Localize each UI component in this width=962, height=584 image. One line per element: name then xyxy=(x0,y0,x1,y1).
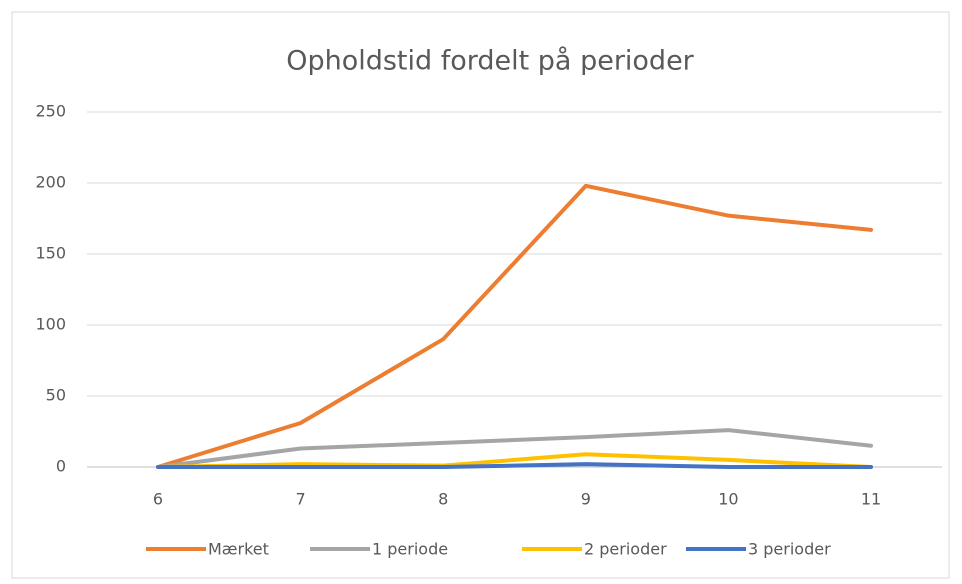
y-tick-label: 150 xyxy=(35,244,66,263)
legend-label: 2 perioder xyxy=(584,540,667,559)
chart-title: Opholdstid fordelt på perioder xyxy=(286,46,694,77)
series-line xyxy=(156,428,873,469)
legend-label: 1 periode xyxy=(372,540,448,559)
legend-label: 3 perioder xyxy=(748,540,831,559)
chart-frame xyxy=(11,11,950,579)
x-tick-label: 6 xyxy=(153,490,163,509)
y-tick-label: 200 xyxy=(35,173,66,192)
series-line xyxy=(156,183,873,469)
x-tick-label: 10 xyxy=(718,490,738,509)
y-tick-label: 250 xyxy=(35,102,66,121)
x-tick-label: 9 xyxy=(581,490,591,509)
y-tick-label: 50 xyxy=(46,386,66,405)
x-tick-label: 11 xyxy=(861,490,881,509)
x-tick-label: 8 xyxy=(438,490,448,509)
y-tick-label: 0 xyxy=(56,457,66,476)
x-tick-label: 7 xyxy=(296,490,306,509)
y-tick-label: 100 xyxy=(35,315,66,334)
legend-label: Mærket xyxy=(208,540,269,559)
series-line xyxy=(156,462,873,469)
series-line xyxy=(156,452,873,469)
